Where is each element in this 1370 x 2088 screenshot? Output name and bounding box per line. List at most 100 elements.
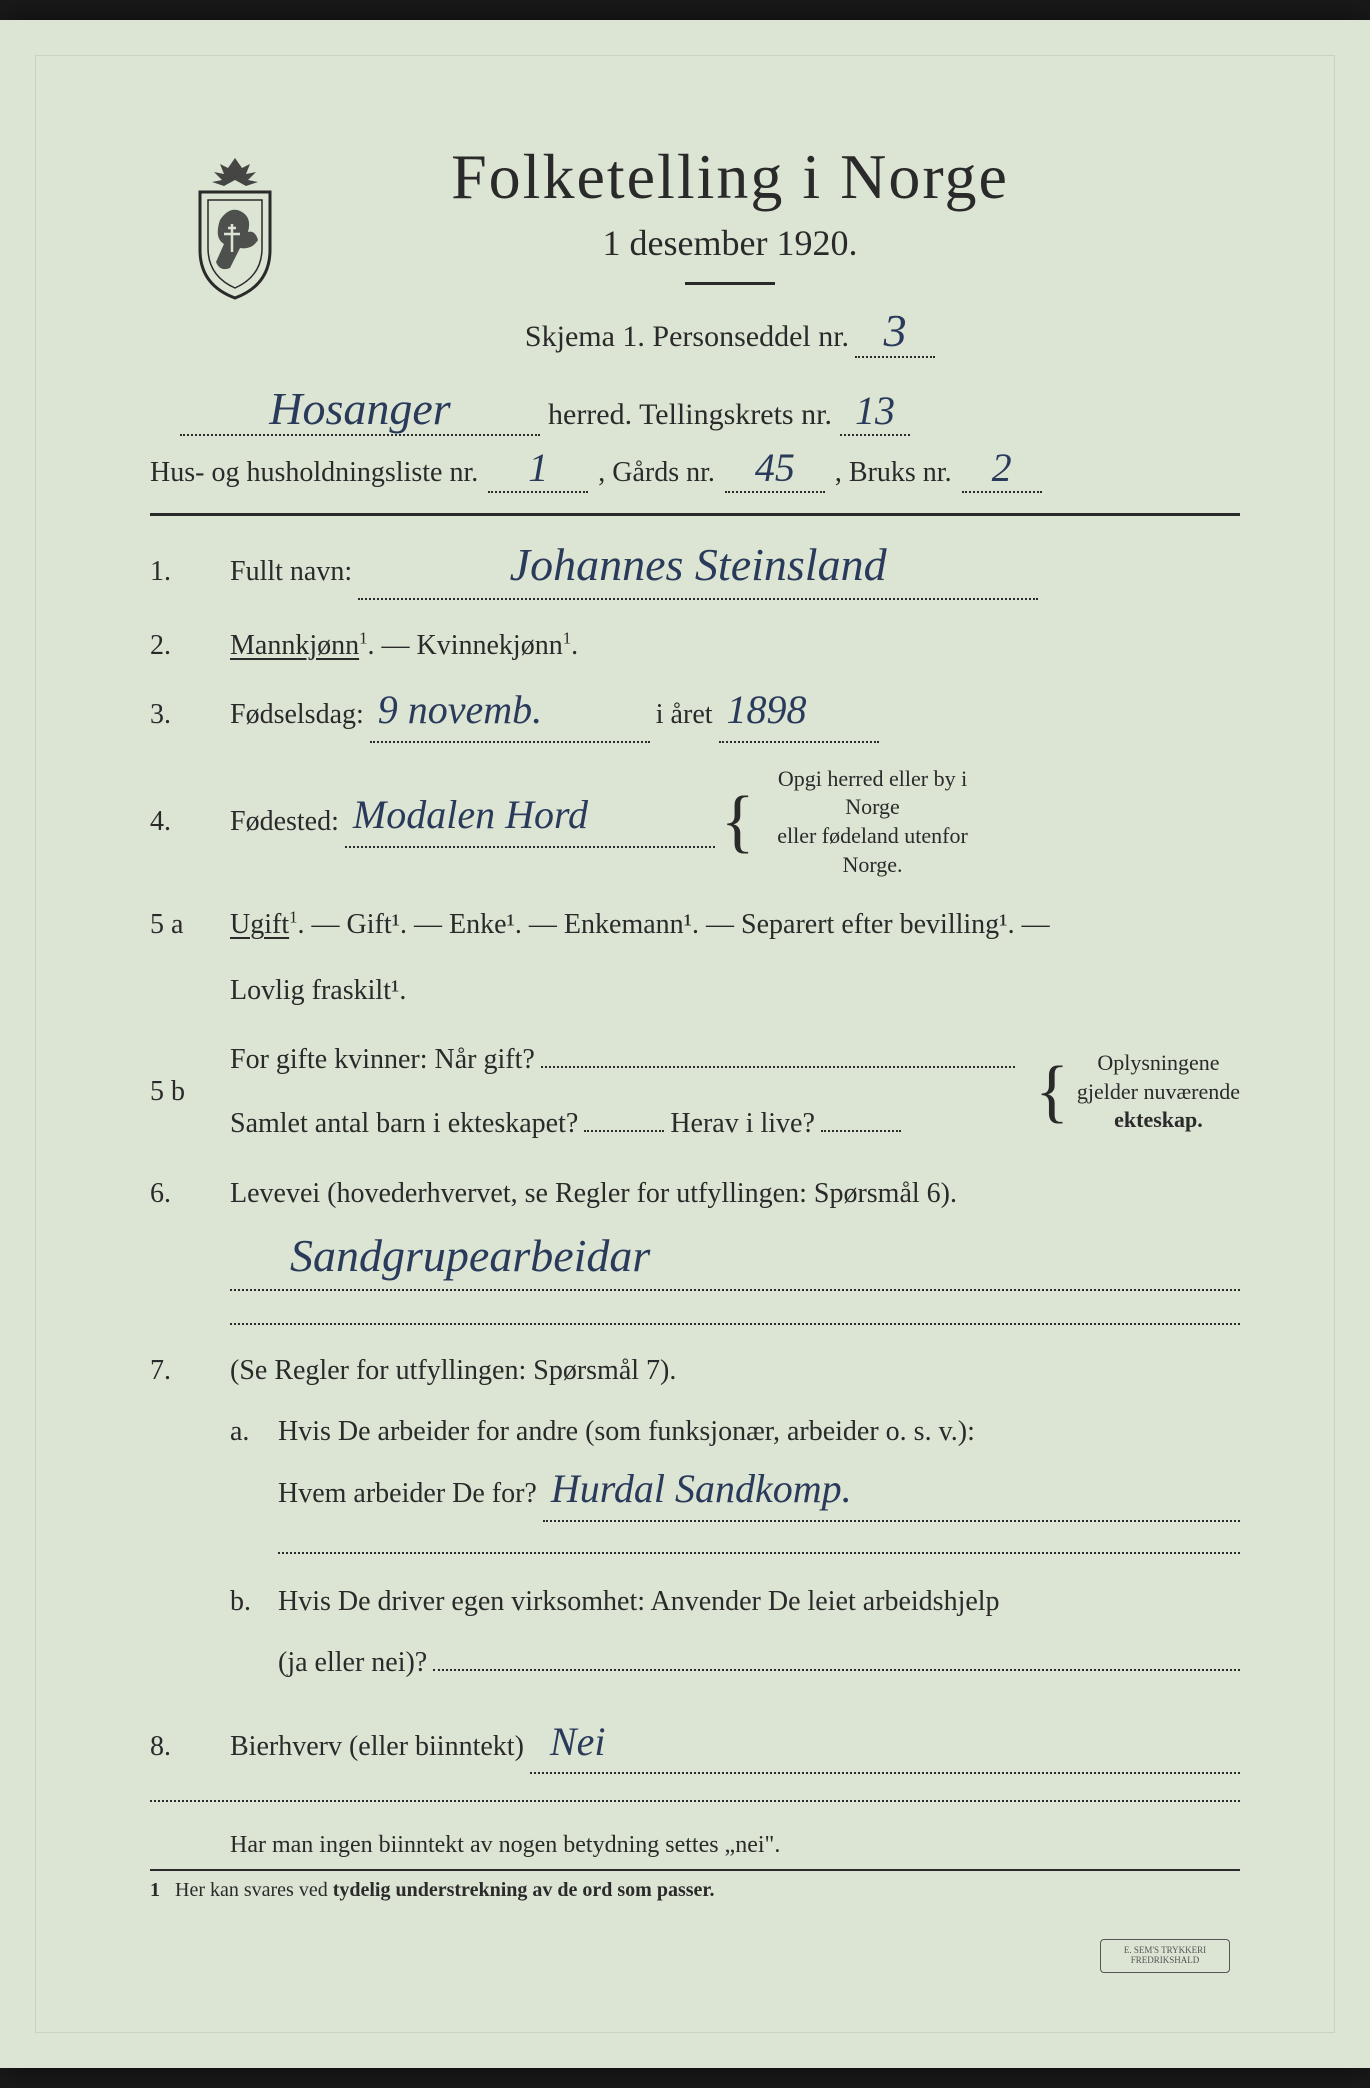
- q5b-note-l2: gjelder nuværende: [1077, 1079, 1240, 1104]
- q1-label: Fullt navn:: [230, 548, 352, 596]
- q7-label: (Se Regler for utfyllingen: Spørsmål 7).: [230, 1347, 1240, 1395]
- q3-day-field: 9 novemb.: [370, 691, 650, 743]
- q8-num: 8.: [150, 1723, 205, 1771]
- q8: 8. Bierhverv (eller biinntekt) Nei: [150, 1723, 1240, 1775]
- q3-day-value: 9 novemb.: [378, 692, 542, 728]
- herred-field: Hosanger: [180, 388, 540, 436]
- q1: 1. Fullt navn: Johannes Steinsland: [150, 544, 1240, 600]
- q5b-gift-field: [541, 1064, 1015, 1068]
- hus-gards-line: Hus- og husholdningsliste nr. 1 , Gårds …: [150, 450, 1240, 493]
- q3: 3. Fødselsdag: 9 novemb. i året 1898: [150, 691, 1240, 743]
- q4-body: Fødested: Modalen Hord { Opgi herred ell…: [230, 765, 1240, 879]
- q8-label: Bierhverv (eller biinntekt): [230, 1723, 524, 1771]
- q2-tail: .: [571, 630, 578, 661]
- q5a-body: Ugift1. — Gift¹. — Enke¹. — Enkemann¹. —…: [230, 901, 1240, 1014]
- q7a-body: Hvis De arbeider for andre (som funksjon…: [278, 1408, 1240, 1553]
- q5b-l2a: Samlet antal barn i ekteskapet?: [230, 1100, 578, 1148]
- krets-value: 13: [855, 393, 895, 429]
- q7b-letter: b.: [230, 1578, 260, 1687]
- q4-note-l2: eller fødeland utenfor Norge.: [777, 823, 968, 877]
- q7a-letter: a.: [230, 1408, 260, 1553]
- personseddel-nr-value: 3: [884, 310, 907, 351]
- hus-nr-field: 1: [488, 450, 588, 493]
- q1-value: Johannes Steinsland: [510, 544, 887, 585]
- fn-b: tydelig understrekning: [333, 1879, 528, 1901]
- q5b: 5 b For gifte kvinner: Når gift? Samlet …: [150, 1036, 1240, 1147]
- q3-year-value: 1898: [727, 692, 807, 728]
- gards-nr-value: 45: [755, 450, 795, 486]
- q7a-row2: Hvem arbeider De for? Hurdal Sandkomp.: [278, 1470, 1240, 1522]
- title-divider: [685, 282, 775, 285]
- q5a-line2: Lovlig fraskilt¹.: [230, 967, 1240, 1015]
- skjema-label: Skjema 1. Personseddel nr.: [525, 320, 849, 354]
- q5b-l1a: For gifte kvinner: Når gift?: [230, 1036, 535, 1084]
- q2-body: Mannkjønn1. — Kvinnekjønn1.: [230, 622, 1240, 670]
- footnote-1: 1 Her kan svares ved tydelig understrekn…: [150, 1879, 1240, 1902]
- q2-female: Kvinnekjønn: [417, 630, 563, 661]
- q4-note-l1: Opgi herred eller by i Norge: [778, 766, 967, 820]
- q5b-note: { Oplysningene gjelder nuværende ekteska…: [1035, 1049, 1240, 1135]
- q7b-row2: (ja eller nei)?: [278, 1639, 1240, 1687]
- q4-value: Modalen Hord: [353, 797, 588, 833]
- q4-note: { Opgi herred eller by i Norge eller fød…: [721, 765, 983, 879]
- printer-stamp: E. SEM'S TRYKKERI FREDRIKSHALD: [1100, 1939, 1230, 1973]
- q7b-body: Hvis De driver egen virksomhet: Anvender…: [278, 1578, 1240, 1687]
- q2-num: 2.: [150, 622, 205, 670]
- q3-label: Fødselsdag:: [230, 691, 364, 739]
- main-title: Folketelling i Norge: [330, 140, 1130, 214]
- q3-num: 3.: [150, 691, 205, 739]
- krets-field: 13: [840, 393, 910, 436]
- q5b-note-l1: Oplysningene: [1097, 1050, 1219, 1075]
- fn-c: av de ord som passer.: [527, 1879, 714, 1901]
- top-rule: [150, 513, 1240, 516]
- q6-label: Levevei (hovederhvervet, se Regler for u…: [230, 1170, 1240, 1218]
- hus-nr-value: 1: [528, 450, 548, 486]
- footnote-rule: [150, 1869, 1240, 1871]
- q6-body: Levevei (hovederhvervet, se Regler for u…: [230, 1170, 1240, 1325]
- q1-body: Fullt navn: Johannes Steinsland: [230, 544, 1240, 600]
- q7a-l2: Hvem arbeider De for?: [278, 1470, 537, 1518]
- q1-num: 1.: [150, 548, 205, 596]
- q7a-field: Hurdal Sandkomp.: [543, 1470, 1240, 1522]
- subtitle-date: 1 desember 1920.: [330, 222, 1130, 264]
- fn-num: 1: [150, 1879, 160, 1901]
- q7b-field: [433, 1667, 1240, 1671]
- q4: 4. Fødested: Modalen Hord { Opgi herred …: [150, 765, 1240, 879]
- q3-year-field: 1898: [719, 691, 879, 743]
- q7: 7. (Se Regler for utfyllingen: Spørsmål …: [150, 1347, 1240, 1701]
- q5a-num: 5 a: [150, 901, 205, 949]
- q2-sep: . —: [368, 630, 410, 661]
- q2-male: Mannkjønn: [230, 630, 359, 661]
- q6-num: 6.: [150, 1170, 205, 1218]
- q6-value: Sandgrupearbeidar: [290, 1235, 650, 1276]
- personseddel-nr-field: 3: [855, 310, 935, 358]
- bruks-nr-value: 2: [992, 450, 1012, 486]
- footer-note: Har man ingen biinntekt av nogen betydni…: [150, 1832, 1240, 1859]
- q5b-note-l3: ekteskap.: [1114, 1107, 1203, 1132]
- q5a-ugift: Ugift: [230, 909, 289, 940]
- gards-nr-field: 45: [725, 450, 825, 493]
- gards-label: , Gårds nr.: [598, 457, 715, 489]
- q5a-rest: . — Gift¹. — Enke¹. — Enkemann¹. — Separ…: [298, 909, 1050, 940]
- fn-a: Her kan svares ved: [175, 1879, 333, 1901]
- census-form-page: Folketelling i Norge 1 desember 1920. Sk…: [0, 20, 1370, 2068]
- blank-line: [150, 1798, 1240, 1802]
- q5b-l2b: Herav i live?: [670, 1100, 815, 1148]
- q7b: b. Hvis De driver egen virksomhet: Anven…: [230, 1578, 1240, 1687]
- q6-field: Sandgrupearbeidar: [230, 1235, 1240, 1291]
- q7a: a. Hvis De arbeider for andre (som funks…: [230, 1408, 1240, 1553]
- brace-icon: {: [721, 801, 755, 843]
- q5b-body: For gifte kvinner: Når gift? Samlet anta…: [230, 1036, 1240, 1147]
- skjema-line: Skjema 1. Personseddel nr. 3: [330, 310, 1130, 358]
- herred-label: herred. Tellingskrets nr.: [548, 398, 832, 432]
- bruks-nr-field: 2: [962, 450, 1042, 493]
- q8-value: Nei: [550, 1724, 606, 1760]
- hus-label: Hus- og husholdningsliste nr.: [150, 457, 478, 489]
- title-block: Folketelling i Norge 1 desember 1920. Sk…: [330, 140, 1240, 368]
- q3-body: Fødselsdag: 9 novemb. i året 1898: [230, 691, 1240, 743]
- q5b-live-field: [821, 1128, 901, 1132]
- stamp-l2: FREDRIKSHALD: [1131, 1956, 1200, 1966]
- q4-note-text: Opgi herred eller by i Norge eller fødel…: [763, 765, 983, 879]
- herred-line: Hosanger herred. Tellingskrets nr. 13: [180, 388, 1240, 436]
- q8-body: Bierhverv (eller biinntekt) Nei: [230, 1723, 1240, 1775]
